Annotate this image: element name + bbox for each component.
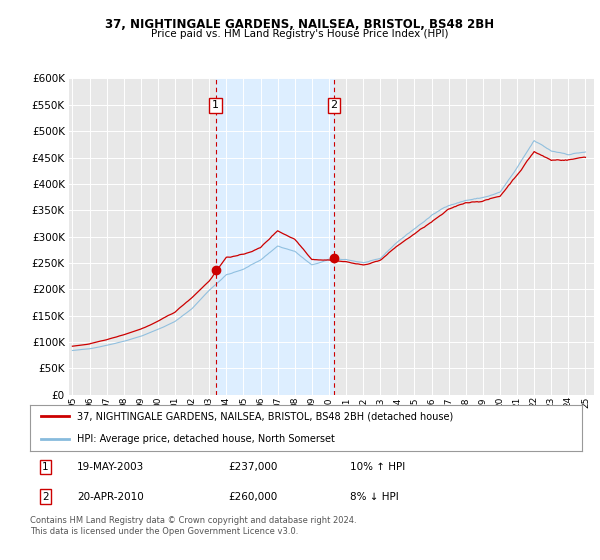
Text: £260,000: £260,000	[229, 492, 278, 502]
Bar	[215, 78, 334, 395]
Text: 37, NIGHTINGALE GARDENS, NAILSEA, BRISTOL, BS48 2BH (detached house): 37, NIGHTINGALE GARDENS, NAILSEA, BRISTO…	[77, 412, 453, 421]
Text: 19-MAY-2003: 19-MAY-2003	[77, 462, 144, 472]
Text: 1: 1	[212, 100, 219, 110]
Text: 8% ↓ HPI: 8% ↓ HPI	[350, 492, 399, 502]
Text: £237,000: £237,000	[229, 462, 278, 472]
Text: 37, NIGHTINGALE GARDENS, NAILSEA, BRISTOL, BS48 2BH: 37, NIGHTINGALE GARDENS, NAILSEA, BRISTO…	[106, 18, 494, 31]
Text: HPI: Average price, detached house, North Somerset: HPI: Average price, detached house, Nort…	[77, 435, 335, 444]
Text: 2: 2	[331, 100, 337, 110]
Text: Contains HM Land Registry data © Crown copyright and database right 2024.
This d: Contains HM Land Registry data © Crown c…	[30, 516, 356, 536]
Text: 10% ↑ HPI: 10% ↑ HPI	[350, 462, 406, 472]
Text: Price paid vs. HM Land Registry's House Price Index (HPI): Price paid vs. HM Land Registry's House …	[151, 29, 449, 39]
Text: 1: 1	[42, 462, 49, 472]
Text: 2: 2	[42, 492, 49, 502]
Text: 20-APR-2010: 20-APR-2010	[77, 492, 143, 502]
